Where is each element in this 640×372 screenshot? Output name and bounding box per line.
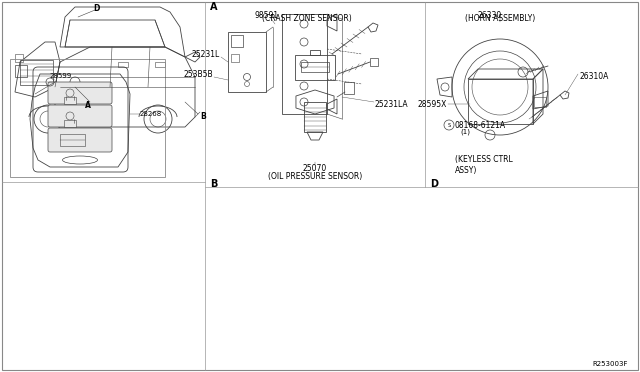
Text: A: A (85, 100, 91, 109)
FancyBboxPatch shape (48, 128, 112, 152)
Text: (CRASH ZONE SENSOR): (CRASH ZONE SENSOR) (262, 13, 352, 22)
Text: 25231LA: 25231LA (375, 99, 408, 109)
Bar (231, 35, 243, 47)
Text: (OIL PRESSURE SENSOR): (OIL PRESSURE SENSOR) (268, 171, 362, 180)
Bar (10, 59, 165, 177)
Text: B: B (200, 112, 205, 121)
Bar (295, 55, 335, 80)
Bar (15, 54, 23, 62)
Text: B: B (210, 179, 218, 189)
Text: S: S (447, 122, 451, 128)
Bar (64, 97, 76, 104)
Text: 98591: 98591 (255, 10, 279, 19)
Bar (118, 62, 128, 67)
Bar (64, 120, 76, 127)
Bar (228, 32, 266, 92)
FancyBboxPatch shape (48, 82, 112, 104)
Text: D: D (430, 179, 438, 189)
Bar (534, 97, 546, 107)
Bar (15, 65, 27, 77)
Bar (344, 82, 354, 94)
Text: 28268: 28268 (140, 111, 163, 117)
Text: 26310A: 26310A (580, 71, 609, 80)
Text: 28595X: 28595X (418, 99, 447, 109)
Text: (KEYLESS CTRL
ASSY): (KEYLESS CTRL ASSY) (455, 155, 513, 175)
Text: 25231L: 25231L (192, 49, 220, 58)
Bar (20, 60, 53, 85)
Bar (301, 62, 329, 72)
Text: 253B5B: 253B5B (184, 70, 213, 78)
Text: 28599: 28599 (50, 73, 72, 79)
Text: A: A (210, 2, 218, 12)
Text: 25070: 25070 (303, 164, 327, 173)
Text: 26330: 26330 (478, 10, 502, 19)
Bar (468, 79, 533, 124)
Bar (304, 102, 326, 132)
Bar (282, 14, 327, 114)
FancyBboxPatch shape (48, 105, 112, 127)
Text: (1): (1) (460, 129, 470, 135)
Text: (HORN ASSEMBLY): (HORN ASSEMBLY) (465, 13, 535, 22)
Text: 08168-6121A: 08168-6121A (455, 121, 506, 129)
Bar (155, 62, 165, 67)
Bar (60, 134, 85, 146)
Bar (370, 58, 378, 66)
Text: D: D (93, 3, 99, 13)
Bar (231, 54, 239, 62)
Text: R253003F: R253003F (593, 361, 628, 367)
